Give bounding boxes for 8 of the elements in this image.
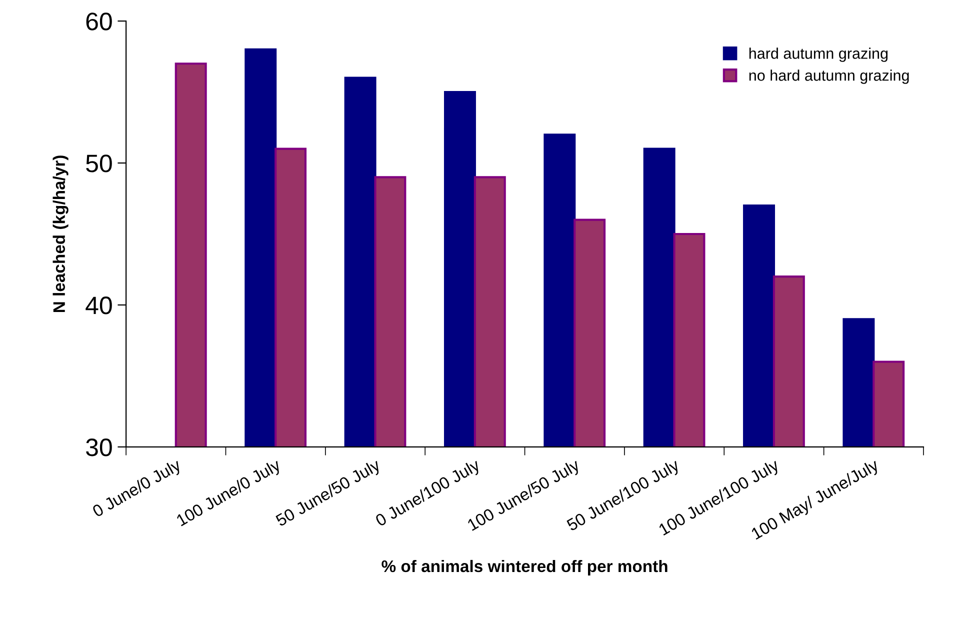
y-tick-label: 50 [86,154,112,172]
y-tick-label: 60 [86,12,112,30]
legend-label: no hard autumn grazing [749,70,909,84]
x-axis-title: % of animals wintered off per month [382,560,668,576]
y-tick-label: 30 [86,438,112,456]
legend-label: hard autumn grazing [749,48,888,62]
y-tick-label: 40 [86,296,112,314]
y-axis-title: N leached (kg/ha/yr) [52,156,68,312]
